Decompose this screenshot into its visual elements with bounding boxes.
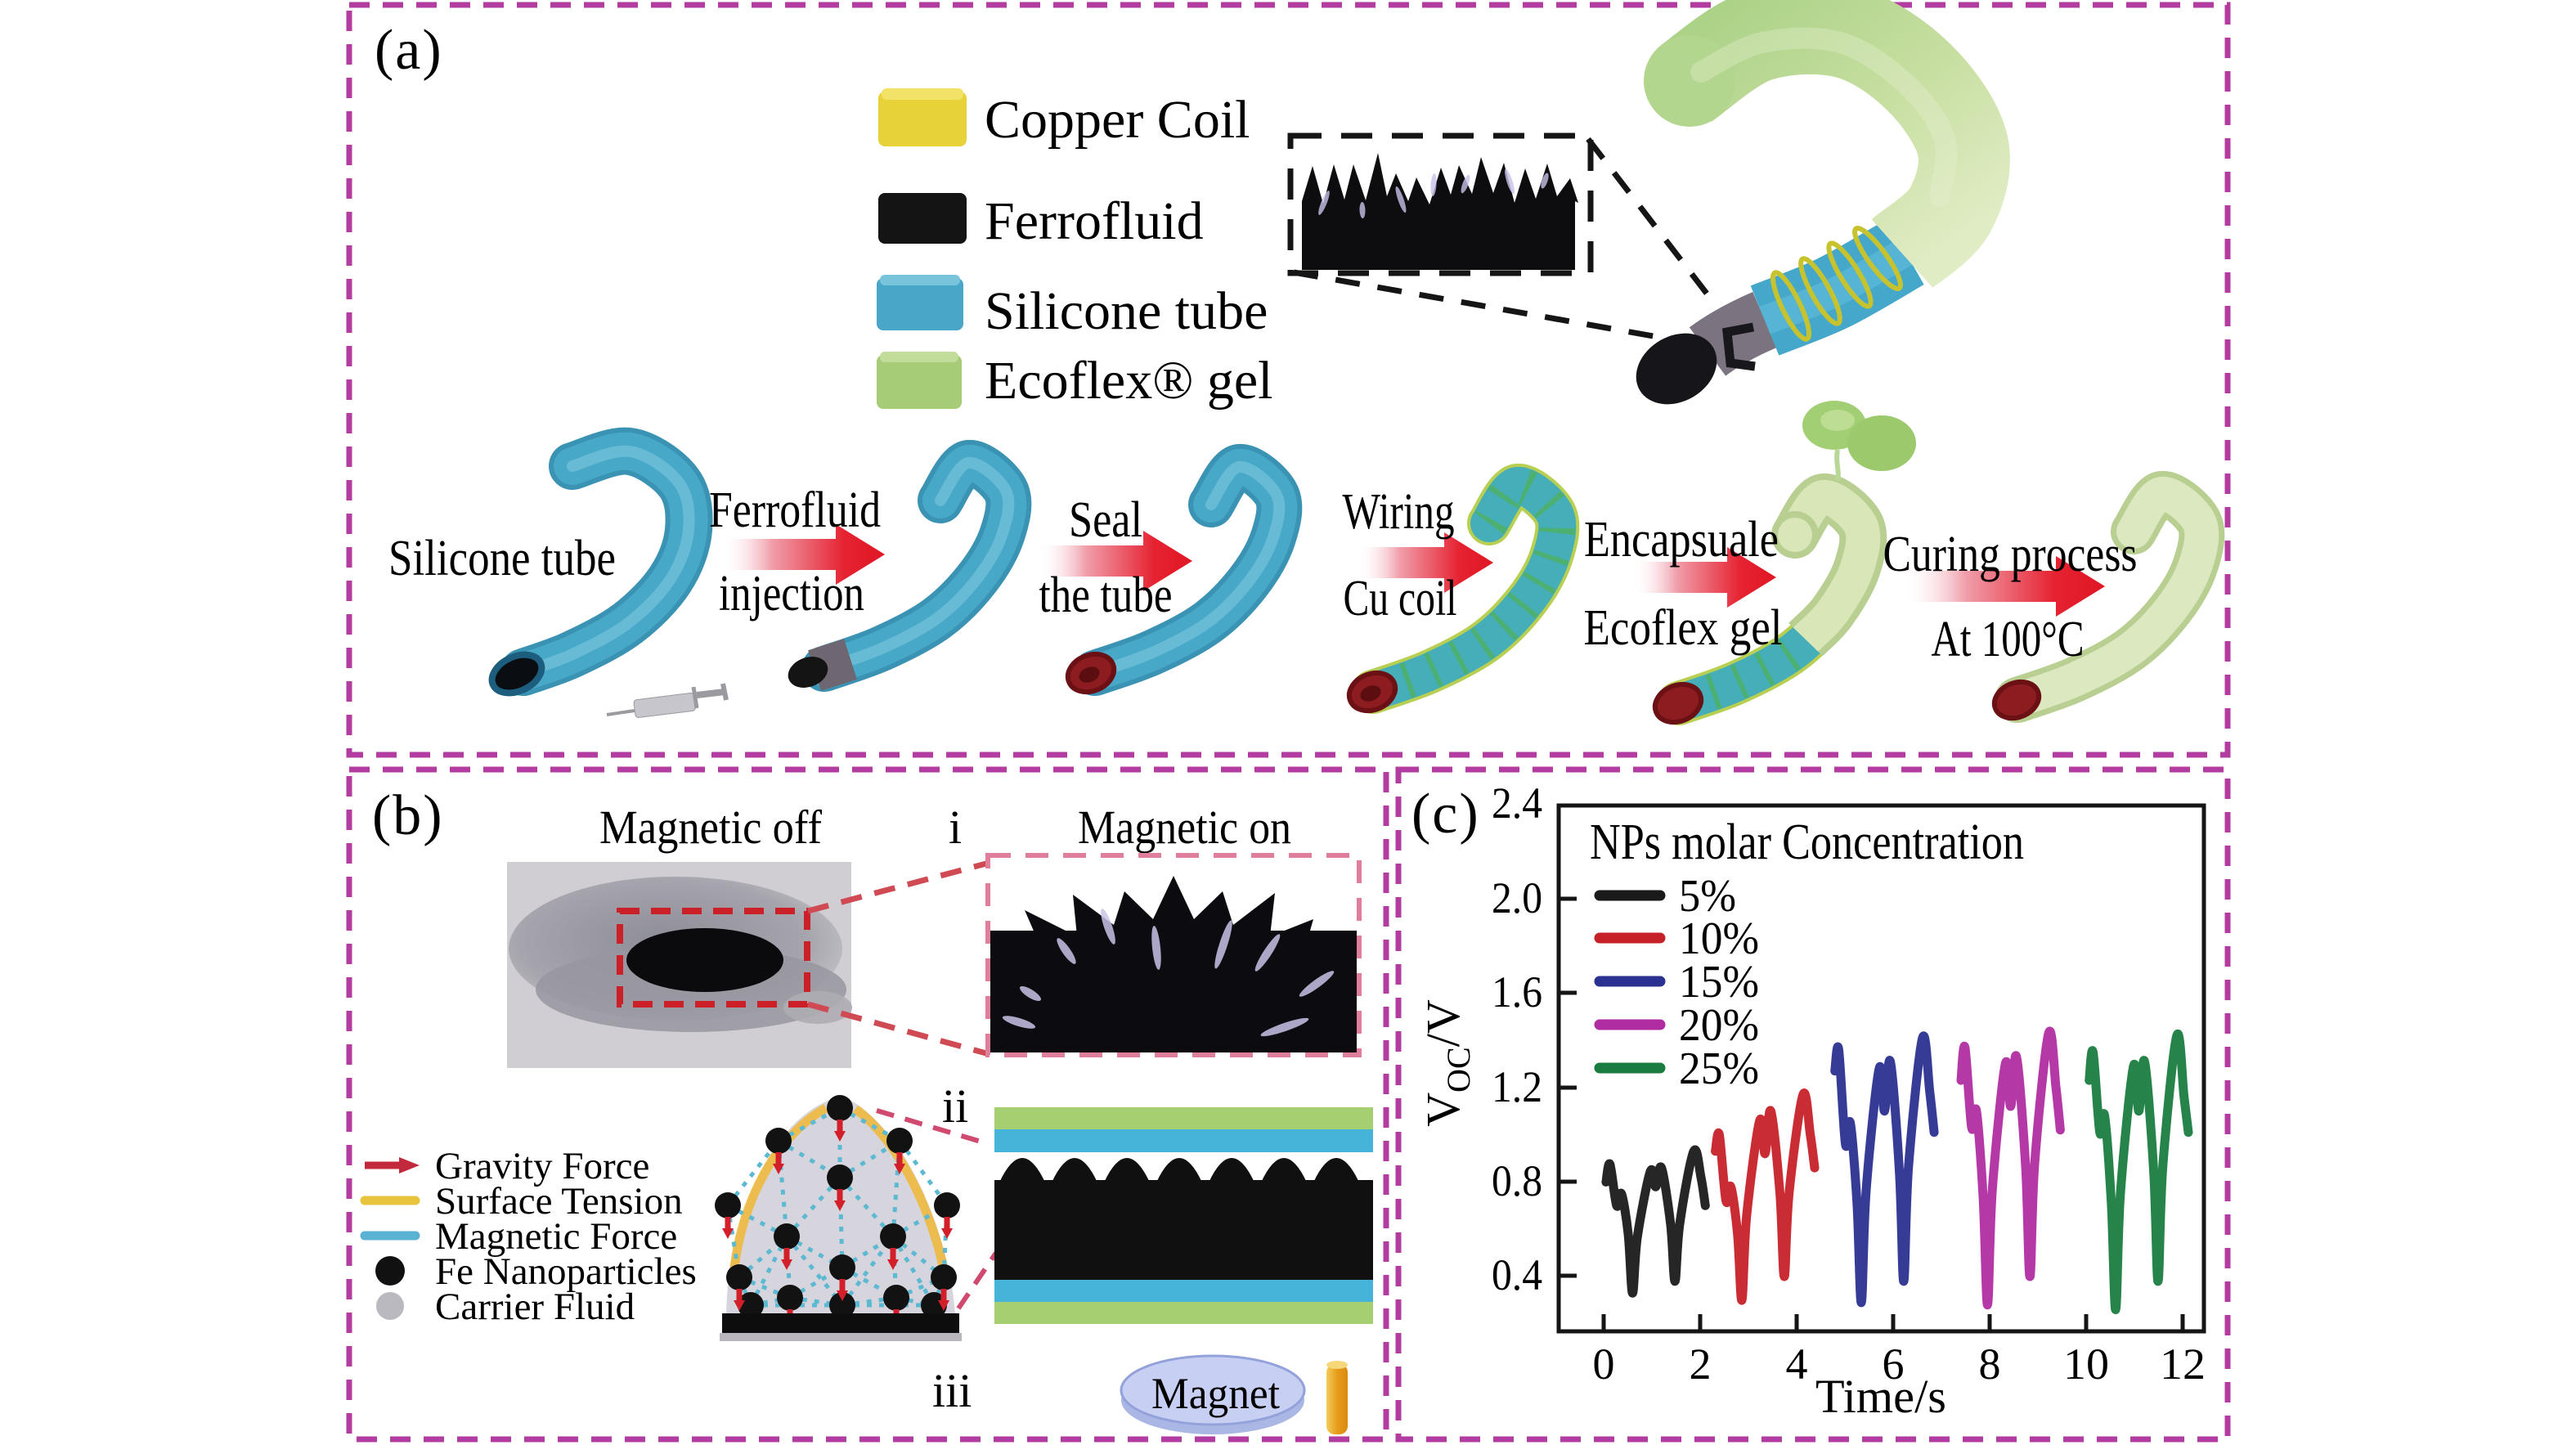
svg-text:10: 10	[2063, 1340, 2109, 1389]
svg-text:Magnet: Magnet	[1151, 1369, 1280, 1418]
svg-text:At 100°C: At 100°C	[1932, 612, 2085, 667]
svg-text:Carrier Fluid: Carrier Fluid	[435, 1286, 635, 1328]
svg-text:Gravity Force: Gravity Force	[435, 1145, 649, 1187]
svg-text:4: 4	[1786, 1340, 1808, 1389]
svg-text:Curing process: Curing process	[1883, 527, 2138, 582]
svg-text:ii: ii	[942, 1079, 968, 1133]
svg-text:8: 8	[1979, 1340, 2001, 1389]
svg-text:2.4: 2.4	[1492, 779, 1542, 828]
svg-text:Ferrofluid: Ferrofluid	[985, 191, 1204, 251]
svg-text:1.6: 1.6	[1492, 967, 1542, 1016]
svg-text:Surface Tension: Surface Tension	[435, 1180, 683, 1223]
svg-text:NPs molar Concentration: NPs molar Concentration	[1590, 814, 2024, 870]
svg-text:0: 0	[1593, 1340, 1615, 1389]
svg-text:(b): (b)	[372, 784, 444, 847]
svg-text:5%: 5%	[1679, 871, 1736, 922]
svg-text:12: 12	[2160, 1340, 2206, 1389]
svg-text:Fe Nanoparticles: Fe Nanoparticles	[435, 1250, 697, 1293]
svg-text:Wiring: Wiring	[1343, 484, 1455, 540]
svg-text:Ecoflex® gel: Ecoflex® gel	[985, 351, 1273, 411]
svg-text:6: 6	[1883, 1340, 1905, 1389]
svg-text:Ecoflex gel: Ecoflex gel	[1584, 600, 1783, 656]
svg-text:Magnetic on: Magnetic on	[1078, 801, 1291, 854]
svg-text:(c): (c)	[1411, 783, 1480, 846]
svg-text:the tube: the tube	[1039, 568, 1173, 623]
svg-text:VOC/V: VOC/V	[1416, 999, 1477, 1127]
svg-text:2: 2	[1690, 1340, 1712, 1389]
svg-text:Time/s: Time/s	[1815, 1370, 1946, 1423]
svg-text:Seal: Seal	[1069, 492, 1142, 548]
svg-text:i: i	[949, 801, 962, 854]
svg-text:Magnetic off: Magnetic off	[599, 801, 823, 854]
svg-text:Silicone tube: Silicone tube	[985, 281, 1268, 341]
svg-text:iii: iii	[932, 1364, 972, 1417]
svg-text:1.2: 1.2	[1492, 1062, 1542, 1111]
svg-text:Encapsuale: Encapsuale	[1584, 512, 1779, 568]
svg-text:Silicone tube: Silicone tube	[388, 531, 616, 586]
svg-text:injection: injection	[719, 566, 864, 622]
svg-text:20%: 20%	[1679, 1000, 1759, 1051]
svg-text:0.8: 0.8	[1492, 1156, 1542, 1205]
svg-text:(a): (a)	[375, 19, 443, 82]
svg-text:Copper Coil: Copper Coil	[985, 90, 1250, 150]
svg-text:15%: 15%	[1679, 957, 1759, 1007]
svg-text:25%: 25%	[1679, 1043, 1759, 1094]
svg-text:10%: 10%	[1679, 913, 1759, 964]
svg-text:Ferrofluid: Ferrofluid	[709, 482, 881, 538]
svg-text:0.4: 0.4	[1492, 1250, 1542, 1299]
svg-text:2.0: 2.0	[1492, 873, 1542, 922]
svg-text:Magnetic Force: Magnetic Force	[435, 1215, 677, 1258]
svg-text:Cu coil: Cu coil	[1344, 571, 1457, 626]
